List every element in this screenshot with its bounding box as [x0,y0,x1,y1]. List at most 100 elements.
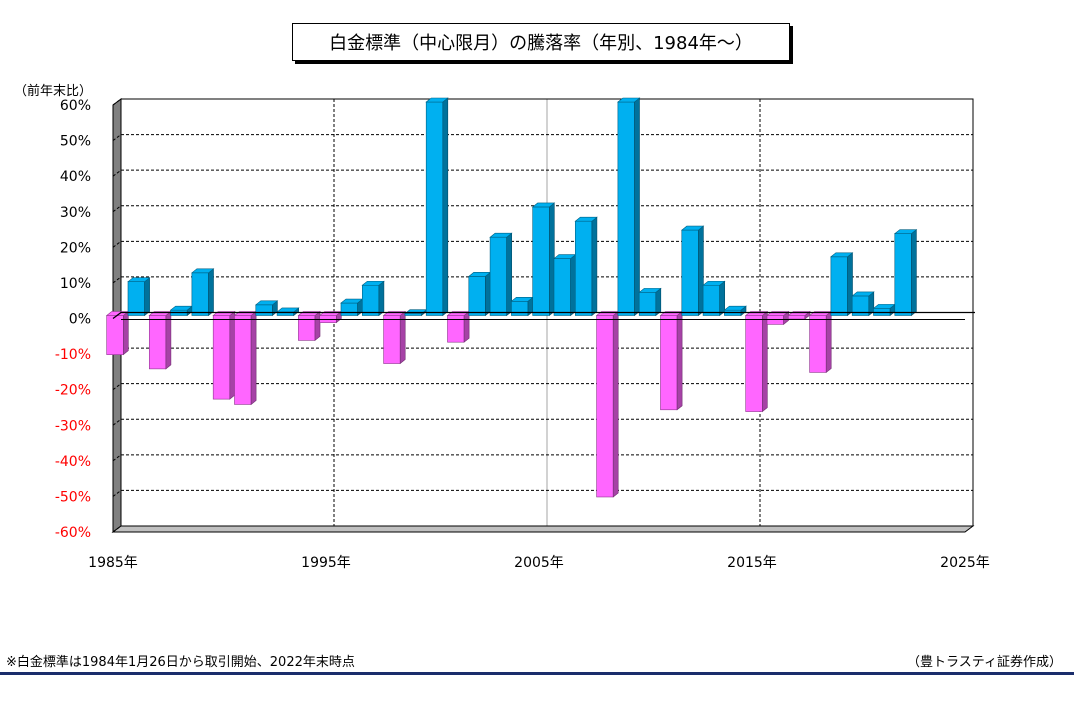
y-tick-label: -60% [55,525,91,541]
y-tick-label: 40% [60,169,91,185]
x-tick-label: 1985年 [88,555,138,571]
bar-side [570,253,576,317]
bar-top [851,291,875,297]
bars [105,97,918,498]
bar-top [680,225,705,231]
bar-side [144,277,150,317]
bar-front [127,281,145,316]
bar-front [553,258,571,316]
bar-top [830,252,854,258]
horizontal-gridline [112,169,973,177]
bar [531,202,556,317]
bar [148,310,172,370]
bar-side [655,287,662,317]
bar-front [425,101,444,316]
horizontal-gridline [112,134,973,141]
bar [595,310,620,498]
chart-title: 白金標準（中心限月）の騰落率（年別、1984年～） [292,23,790,61]
horizontal-gridline [112,525,973,533]
bar [830,252,854,317]
bar [574,216,598,317]
footnote: ※白金標準は1984年1月26日から取引開始、2022年末時点 [6,655,355,670]
bar-side [378,280,385,317]
y-tick-label: 30% [60,205,91,221]
bar [297,310,321,342]
axes [112,311,975,320]
bar-side [208,268,214,317]
y-tick-label: -50% [55,489,91,505]
bar [680,225,705,317]
bar [489,232,513,317]
bar-front [489,236,508,316]
bar-front [383,315,401,364]
horizontal-gridline [112,418,973,426]
bar-side [591,216,598,317]
y-tick-label: -10% [55,347,91,363]
bar-side [250,310,257,406]
bar-front [234,315,252,405]
y-tick-label: 60% [60,98,91,114]
bar [169,305,194,317]
bottom-rule [0,672,1074,675]
y-tick-label: 10% [60,276,91,292]
y-tick-label: -20% [55,383,91,399]
bar-front [894,233,912,316]
bar-side [634,97,640,317]
zero-line [112,311,975,319]
bar-front [660,315,678,411]
bar [254,300,279,317]
bar [766,310,790,326]
bar-front [809,315,827,373]
bar [744,310,769,413]
bar-top [702,280,726,286]
bar [893,229,918,317]
horizontal-gridline [112,454,973,462]
bar [723,305,747,317]
y-tick-label: 50% [60,134,91,150]
bar-side [698,225,704,317]
bar-side [229,310,236,400]
bar-front [787,315,806,320]
x-tick-label: 2005年 [514,555,564,571]
x-tick-label: 2015年 [727,555,777,571]
bar-side [123,310,129,356]
y-tick-label: 0% [69,312,91,328]
bar [318,310,343,324]
bar-side [549,202,555,317]
bar-top [127,277,151,282]
bar-top [531,202,556,208]
bar-side [825,310,832,374]
bar-side [676,310,683,411]
bar-top [574,216,598,222]
y-tick-label: -40% [55,454,91,470]
grid-lines [112,98,974,533]
bar-side [847,252,853,317]
bar-front [511,300,529,316]
horizontal-gridline [112,489,973,497]
bar [638,287,662,317]
horizontal-gridline [112,383,973,391]
bar-front [148,315,167,370]
bar-front [106,315,124,355]
y-tick-labels: 60% 50% 40% 30% 20% 10% 0% -10% -20% -30% -40% -50%… [55,98,91,541]
bar-front [468,276,486,316]
bar-front [255,304,273,316]
bar [872,303,896,317]
source-credit: （豊トラスティ証券作成） [907,655,1062,670]
bar [553,253,577,317]
x-tick-labels: 1985年 1995年 2005年 2015年 2025年 [88,555,990,571]
y-tick-label: -30% [55,418,91,434]
bar-front [361,284,380,316]
bar-front [702,284,721,316]
y-axis-unit-label: （前年末比） [14,84,93,99]
bar-side [463,310,470,343]
bar-side [485,271,491,317]
bar-side [506,232,513,317]
bar-front [617,101,635,316]
bar-front [574,220,593,316]
bar [212,310,236,400]
bar-front [830,256,848,316]
horizontal-gridline [112,98,973,106]
bar [808,310,833,374]
bar-top [489,232,513,238]
